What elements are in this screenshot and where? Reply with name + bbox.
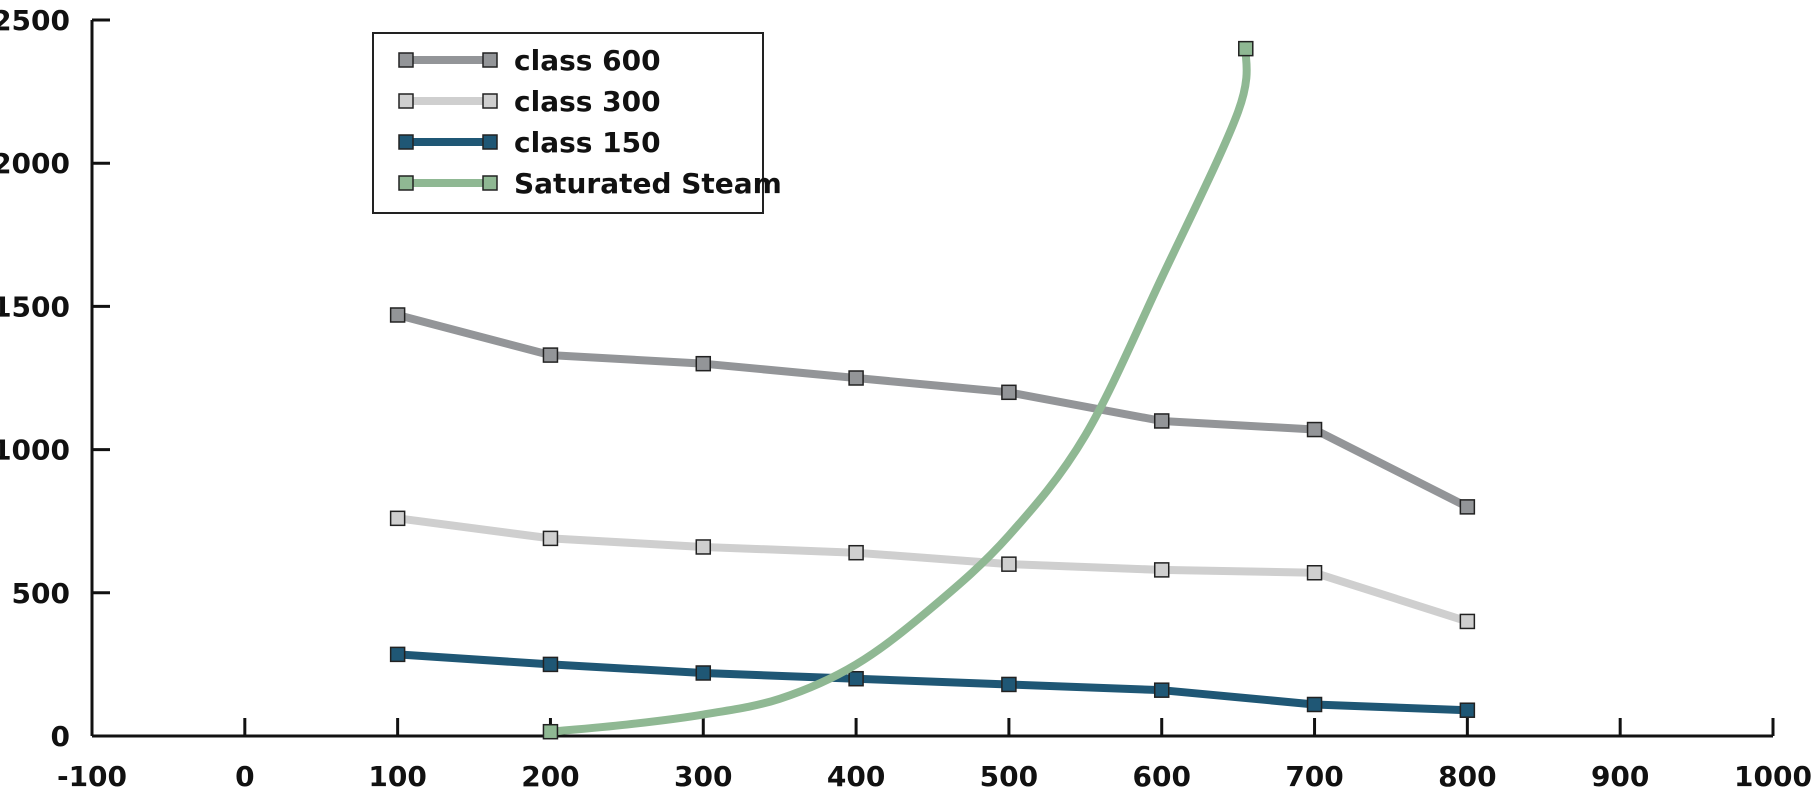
data-point (1153, 562, 1170, 578)
series-line (546, 44, 1251, 736)
legend-item-class-600: class 600 (398, 44, 661, 77)
legend-marker (398, 134, 414, 150)
data-point (1306, 696, 1323, 713)
data-point (1306, 565, 1323, 581)
data-point (389, 510, 406, 527)
series-saturated-steam (542, 40, 1254, 740)
legend-marker (398, 175, 414, 191)
data-point (695, 665, 712, 681)
legend-marker (482, 52, 498, 68)
data-point (389, 646, 406, 663)
data-point (1459, 613, 1476, 630)
legend-marker (482, 175, 498, 191)
x-tick-label: 700 (1285, 760, 1343, 793)
data-point (542, 723, 559, 740)
series-class-300 (389, 510, 1476, 630)
x-tick-label: 500 (980, 760, 1038, 793)
y-tick-label: 1000 (0, 434, 70, 467)
x-tick-label: 800 (1438, 760, 1496, 793)
y-tick-label: 2500 (0, 4, 70, 37)
data-point (542, 347, 559, 363)
legend-label: Saturated Steam (514, 167, 782, 200)
data-point (1153, 413, 1170, 429)
x-tick-label: 400 (827, 760, 885, 793)
data-point (848, 370, 864, 386)
legend-item-saturated-steam: Saturated Steam (398, 167, 782, 200)
legend-marker (482, 134, 498, 150)
legend-label: class 300 (514, 85, 661, 118)
x-tick-label: 300 (674, 760, 732, 793)
data-point (542, 530, 559, 547)
legend-item-class-300: class 300 (398, 85, 661, 118)
series-line (397, 650, 1468, 715)
axes: -100 0 100 200 300 400 500 600 700 800 900 1000 0 500… (0, 4, 1811, 793)
series-class-150 (389, 646, 1476, 718)
x-tick-label: 100 (368, 760, 426, 793)
data-point (542, 656, 559, 673)
series-layer (389, 40, 1476, 740)
legend-label: class 600 (514, 44, 661, 77)
x-tick-label: 200 (521, 760, 579, 793)
data-point (695, 355, 712, 372)
series-class-600 (389, 307, 1476, 515)
data-point (1459, 499, 1476, 515)
legend-label: class 150 (514, 126, 661, 159)
y-tick-label: 500 (12, 577, 70, 610)
data-point (848, 670, 864, 687)
data-point (1306, 421, 1323, 438)
data-point (1001, 676, 1017, 693)
data-point (848, 544, 864, 561)
x-tick-label: 1000 (1734, 760, 1811, 793)
data-point (389, 307, 406, 323)
x-tick-label: 600 (1133, 760, 1191, 793)
x-tick-label: 0 (235, 760, 254, 793)
y-tick-label: 1500 (0, 290, 70, 323)
legend-marker (398, 52, 414, 68)
y-tick-label: 0 (51, 720, 70, 753)
legend-item-class-150: class 150 (398, 126, 661, 159)
data-point (1001, 556, 1017, 572)
x-tick-label: -100 (57, 760, 127, 793)
legend: class 600 class 300 class 150 Saturated Ste… (372, 32, 782, 214)
legend-marker (398, 93, 414, 109)
data-point (1238, 40, 1254, 57)
data-point (695, 539, 712, 555)
legend-marker (482, 93, 498, 109)
x-tick-label: 900 (1591, 760, 1649, 793)
y-tick-label: 2000 (0, 147, 70, 180)
series-line (397, 514, 1469, 626)
series-line (396, 311, 1470, 511)
data-point (1459, 702, 1476, 718)
data-point (1153, 682, 1170, 698)
data-point (1001, 384, 1017, 401)
